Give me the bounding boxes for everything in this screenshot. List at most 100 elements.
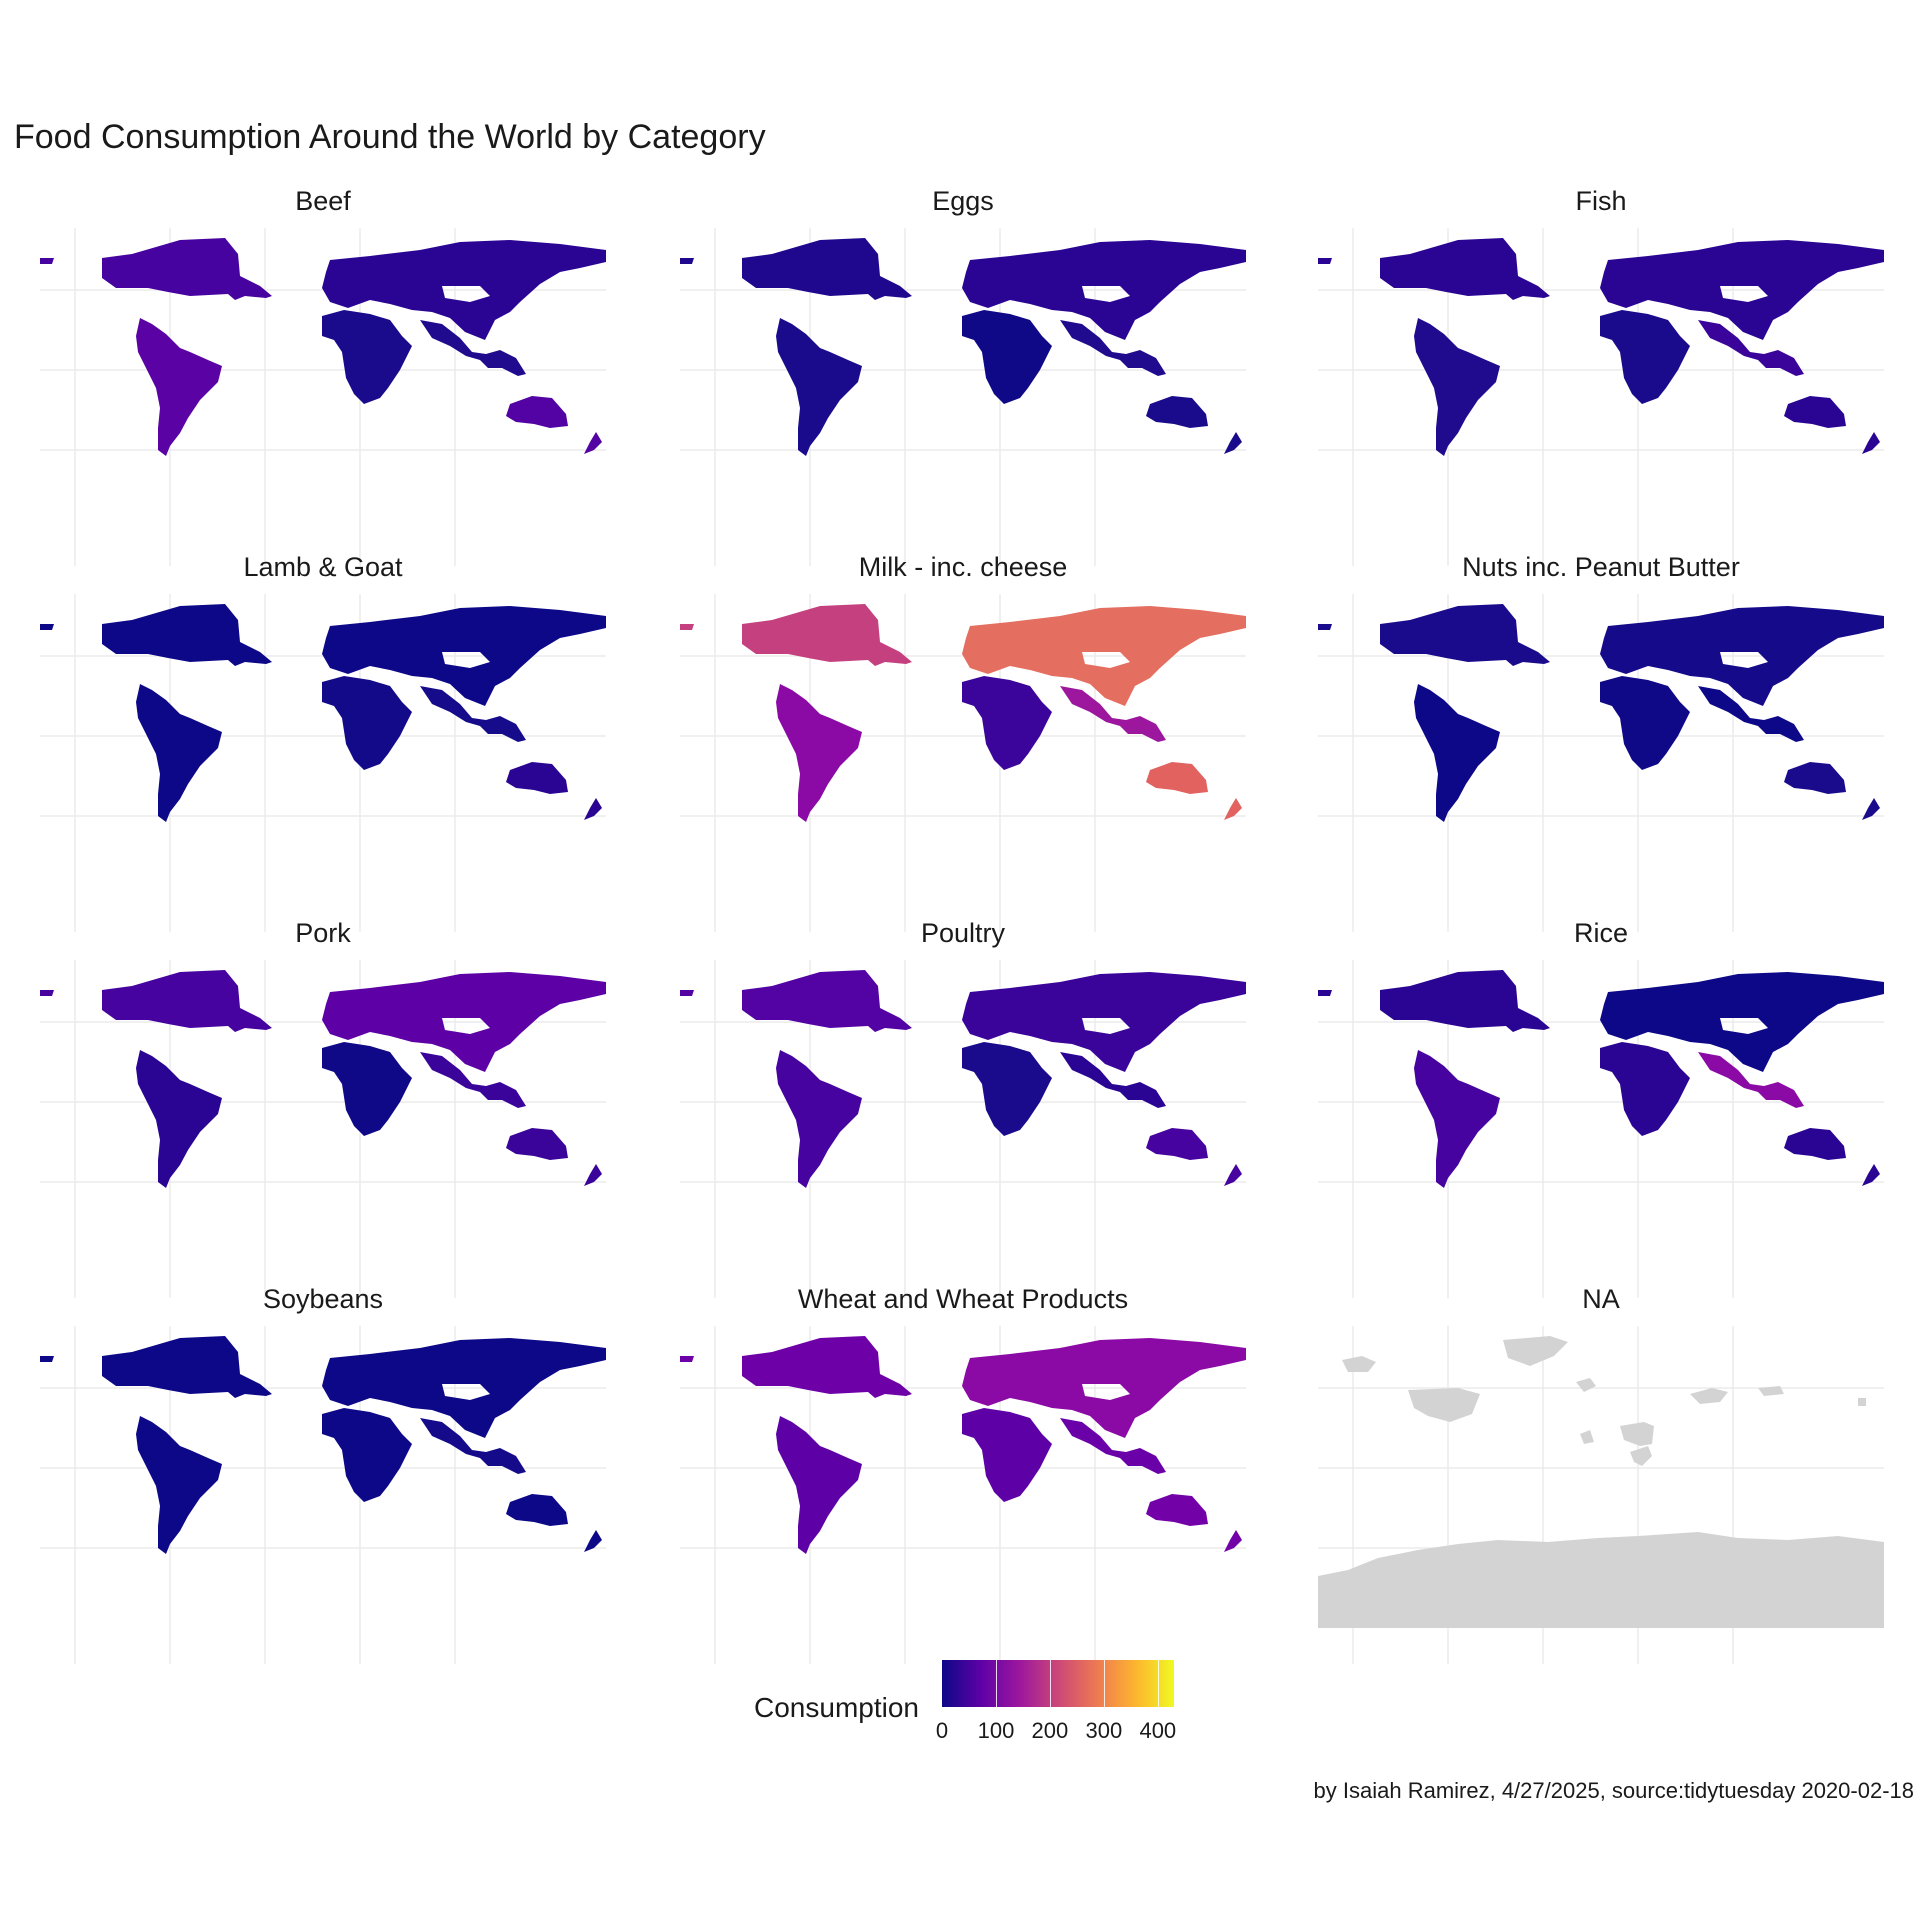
region-na	[102, 604, 272, 666]
region-na	[1380, 604, 1550, 666]
region-eu	[962, 240, 1246, 340]
region-eu	[1600, 606, 1884, 706]
region-alaska	[40, 1356, 54, 1362]
facet-panel: Milk - inc. cheese	[680, 552, 1246, 932]
region-alaska	[680, 258, 694, 264]
region-au	[1146, 762, 1208, 794]
region-alaska	[680, 624, 694, 630]
facet-label: Wheat and Wheat Products	[797, 1284, 1129, 1314]
region-nz	[1862, 432, 1880, 454]
region-na	[742, 604, 912, 666]
region-alaska	[1318, 624, 1332, 630]
region-sa	[776, 684, 862, 822]
legend-colorbar	[942, 1660, 1174, 1707]
facet-label: Nuts inc. Peanut Butter	[1462, 552, 1740, 582]
na-region	[1690, 1388, 1728, 1404]
region-eu	[322, 606, 606, 706]
region-as	[1698, 1052, 1804, 1108]
facet-map	[1318, 960, 1884, 1298]
facet-map	[40, 960, 606, 1298]
region-af	[962, 1408, 1052, 1502]
region-au	[1146, 1128, 1208, 1160]
facet-map	[680, 960, 1246, 1298]
region-eu	[962, 972, 1246, 1072]
region-au	[506, 1494, 568, 1526]
facet-label: Lamb & Goat	[243, 552, 403, 582]
na-region	[1408, 1388, 1480, 1422]
facet-label: Soybeans	[262, 1284, 384, 1314]
region-as	[420, 686, 526, 742]
region-as	[420, 1418, 526, 1474]
region-af	[1600, 676, 1690, 770]
region-as	[1060, 1418, 1166, 1474]
region-au	[1784, 762, 1846, 794]
legend: Consumption 0 100 200 300 400	[740, 1660, 1200, 1760]
caption: by Isaiah Ramirez, 4/27/2025, source:tid…	[1313, 1778, 1914, 1803]
region-af	[1600, 1042, 1690, 1136]
legend-tick-label: 400	[1139, 1718, 1177, 1743]
facet-label: Milk - inc. cheese	[858, 552, 1068, 582]
facet-map	[40, 594, 606, 932]
facet-label: Rice	[1573, 918, 1628, 948]
facet-label: Pork	[295, 918, 351, 948]
region-af	[322, 1408, 412, 1502]
region-au	[1146, 396, 1208, 428]
facet-panel: NA	[1318, 1284, 1884, 1664]
region-alaska	[680, 1356, 694, 1362]
na-region	[1758, 1386, 1784, 1396]
region-au	[506, 1128, 568, 1160]
region-as	[420, 1052, 526, 1108]
region-eu	[322, 240, 606, 340]
na-region	[1342, 1356, 1376, 1372]
chart-title: Food Consumption Around the World by Cat…	[14, 118, 766, 156]
region-alaska	[40, 990, 54, 996]
region-nz	[1224, 432, 1242, 454]
region-na	[102, 1336, 272, 1398]
region-as	[1698, 320, 1804, 376]
facet-panel: Pork	[40, 918, 606, 1298]
region-nz	[584, 798, 602, 820]
na-region	[1858, 1398, 1866, 1406]
region-as	[1698, 686, 1804, 742]
facet-label: Eggs	[932, 186, 994, 216]
region-alaska	[1318, 258, 1332, 264]
region-nz	[1224, 1530, 1242, 1552]
legend-tick-mark	[1157, 1660, 1159, 1707]
region-af	[962, 310, 1052, 404]
facet-label: Poultry	[920, 918, 1006, 948]
region-af	[322, 1042, 412, 1136]
facet-map	[680, 594, 1246, 932]
region-eu	[962, 606, 1246, 706]
region-na	[1380, 238, 1550, 300]
legend-tick-mark	[1103, 1660, 1105, 1707]
facet-label: NA	[1582, 1284, 1620, 1314]
facet-panel: Nuts inc. Peanut Butter	[1318, 552, 1884, 932]
legend-tick-mark	[1049, 1660, 1051, 1707]
region-au	[506, 396, 568, 428]
region-au	[506, 762, 568, 794]
region-sa	[1414, 1050, 1500, 1188]
region-nz	[1224, 798, 1242, 820]
facet-map	[680, 228, 1246, 566]
facet-label: Fish	[1575, 186, 1627, 216]
region-af	[1600, 310, 1690, 404]
region-au	[1784, 1128, 1846, 1160]
region-sa	[136, 684, 222, 822]
legend-tick-label: 100	[977, 1718, 1015, 1743]
region-sa	[136, 1050, 222, 1188]
legend-title: Consumption	[754, 1692, 919, 1723]
facet-panel: Rice	[1318, 918, 1884, 1298]
region-eu	[1600, 972, 1884, 1072]
facet-label: Beef	[295, 186, 351, 216]
region-nz	[584, 1164, 602, 1186]
region-af	[322, 310, 412, 404]
region-au	[1146, 1494, 1208, 1526]
region-as	[1060, 1052, 1166, 1108]
region-sa	[1414, 318, 1500, 456]
na-region	[1620, 1422, 1654, 1446]
region-alaska	[1318, 990, 1332, 996]
region-af	[962, 676, 1052, 770]
region-sa	[776, 318, 862, 456]
na-region	[1576, 1378, 1596, 1392]
na-region	[1580, 1430, 1594, 1444]
